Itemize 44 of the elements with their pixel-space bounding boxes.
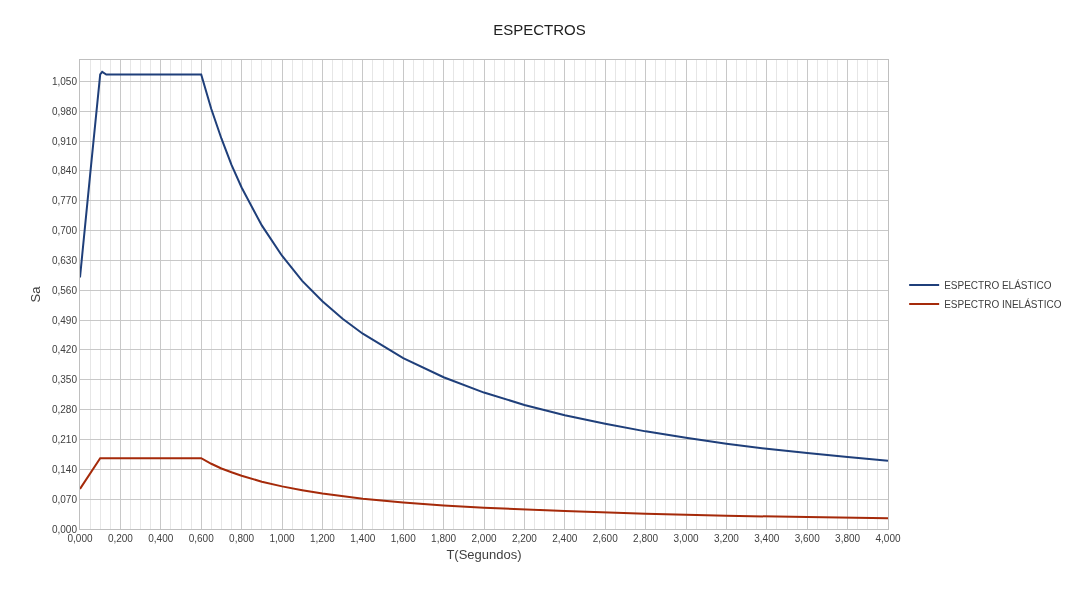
x-tick-label: 3,800 xyxy=(835,533,861,544)
x-tick-label: 3,600 xyxy=(794,533,821,544)
x-tick-label: 0,400 xyxy=(148,533,174,544)
y-tick-label: 0,840 xyxy=(51,165,78,177)
x-tick-label: 3,400 xyxy=(754,533,780,544)
legend-label: ESPECTRO INELÁSTICO xyxy=(944,297,1062,310)
x-tick-label: 2,400 xyxy=(552,533,578,544)
y-tick-label: 0,980 xyxy=(51,105,78,117)
y-tick-label: 0,490 xyxy=(51,314,78,326)
x-tick-label: 4,000 xyxy=(875,533,901,544)
x-axis-title: T(Segundos) xyxy=(446,546,522,562)
y-tick-label: 0,560 xyxy=(51,284,78,296)
chart-title: ESPECTROS xyxy=(493,20,586,38)
y-tick-label: 0,280 xyxy=(51,404,78,416)
x-tick-label: 3,200 xyxy=(713,533,740,544)
y-tick-label: 0,350 xyxy=(51,374,78,386)
y-tick-label: 0,770 xyxy=(51,195,78,207)
y-tick-label: 0,420 xyxy=(51,344,78,356)
y-tick-label: 0,210 xyxy=(51,433,78,445)
y-tick-label: 0,000 xyxy=(51,523,78,535)
x-tick-label: 0,600 xyxy=(188,533,215,544)
x-tick-label: 1,400 xyxy=(350,533,376,544)
y-tick-label: 0,630 xyxy=(51,254,78,266)
x-tick-label: 2,600 xyxy=(592,533,619,544)
x-tick-label: 0,200 xyxy=(107,533,134,544)
x-tick-label: 1,600 xyxy=(390,533,417,544)
x-tick-label: 3,000 xyxy=(673,533,699,544)
x-tick-label: 2,000 xyxy=(471,533,497,544)
y-tick-label: 0,070 xyxy=(51,493,78,505)
x-tick-label: 1,800 xyxy=(431,533,457,544)
x-tick-label: 2,800 xyxy=(633,533,659,544)
y-tick-label: 0,140 xyxy=(51,463,78,475)
x-tick-label: 2,200 xyxy=(511,533,538,544)
legend-label: ESPECTRO ELÁSTICO xyxy=(944,278,1052,291)
y-tick-label: 1,050 xyxy=(51,75,78,87)
line-series xyxy=(80,70,888,462)
y-tick-label: 0,910 xyxy=(51,135,78,147)
x-tick-label: 0,000 xyxy=(67,533,93,544)
line-series xyxy=(80,457,888,520)
x-tick-label: 0,800 xyxy=(229,533,255,544)
y-axis-title: Sa xyxy=(27,285,43,303)
x-tick-label: 1,200 xyxy=(309,533,336,544)
y-tick-label: 0,700 xyxy=(51,225,78,237)
x-tick-label: 1,000 xyxy=(269,533,295,544)
